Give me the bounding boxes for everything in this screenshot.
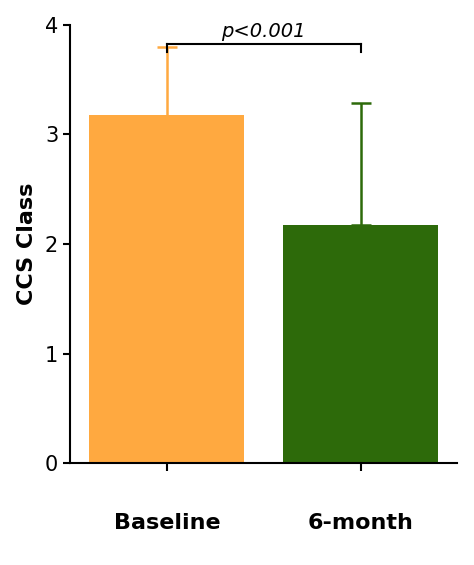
Y-axis label: CCS Class: CCS Class bbox=[17, 183, 36, 305]
Text: p<0.001: p<0.001 bbox=[221, 22, 306, 41]
Bar bbox=[283, 225, 438, 463]
Bar bbox=[90, 115, 244, 463]
Text: Baseline: Baseline bbox=[114, 512, 220, 533]
Text: 6-month: 6-month bbox=[308, 512, 413, 533]
